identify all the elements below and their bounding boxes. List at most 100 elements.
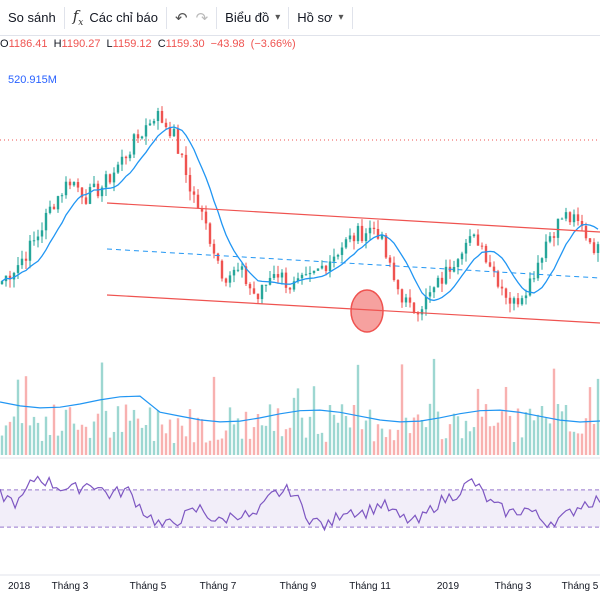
volume-bar xyxy=(464,420,468,455)
candle-body xyxy=(504,288,508,298)
indicators-button[interactable]: fx Các chỉ báo xyxy=(65,0,166,36)
chart-menu-button[interactable]: Biểu đồ ▾ xyxy=(217,0,288,36)
volume-bar xyxy=(152,440,156,455)
volume-bar xyxy=(276,408,280,455)
volume-bar xyxy=(252,427,256,455)
candle-body xyxy=(116,164,120,173)
candle-body xyxy=(284,272,288,288)
rsi-band xyxy=(0,489,600,528)
redo-button[interactable]: ↷ xyxy=(196,0,217,36)
volume-bar xyxy=(448,424,452,455)
candle-body xyxy=(572,214,576,223)
candle-body xyxy=(384,235,388,258)
candle-body xyxy=(100,187,104,197)
volume-bar xyxy=(336,422,340,455)
volume-bar xyxy=(8,421,12,455)
candle-body xyxy=(160,110,164,123)
volume-bar xyxy=(72,423,76,455)
candle-body xyxy=(124,156,128,159)
candle-body xyxy=(452,267,456,272)
volume-bar xyxy=(484,404,488,455)
volume-bar xyxy=(524,412,528,455)
volume-bar xyxy=(228,407,232,455)
volume-bar xyxy=(64,409,68,455)
candle-body xyxy=(308,272,312,275)
candle-body xyxy=(472,234,476,237)
volume-bar xyxy=(420,419,424,455)
volume-bar xyxy=(384,437,388,455)
compare-label: So sánh xyxy=(8,10,56,25)
candle-body xyxy=(156,110,160,122)
volume-bar xyxy=(356,364,360,455)
volume-bar xyxy=(548,423,552,455)
volume-bar xyxy=(520,437,524,455)
x-tick-label: Tháng 5 xyxy=(561,581,599,592)
volume-bar xyxy=(60,430,64,455)
candle-body xyxy=(224,278,228,283)
volume-bar xyxy=(352,405,356,455)
candle-body xyxy=(108,174,112,183)
candle-body xyxy=(260,284,264,300)
function-icon: fx xyxy=(72,7,84,28)
volume-bar xyxy=(68,407,72,455)
volume-bar xyxy=(572,431,576,455)
volume-bar xyxy=(440,439,444,455)
candle-body xyxy=(188,175,192,192)
circle-annotation xyxy=(350,289,384,333)
toolbar: So sánh fx Các chỉ báo ↶ ↷ Biểu đồ ▾ Hồ … xyxy=(0,0,600,36)
candle-body xyxy=(380,235,384,239)
volume-bar xyxy=(120,431,124,455)
candle-body xyxy=(584,225,588,239)
volume-bar xyxy=(92,421,96,455)
volume-bar xyxy=(16,379,20,455)
candle-body xyxy=(0,281,4,285)
high-value: 1190.27 xyxy=(61,38,101,50)
candle-body xyxy=(360,225,364,242)
volume-bar xyxy=(344,416,348,455)
candle-body xyxy=(320,265,324,269)
volume-bar xyxy=(596,378,600,455)
volume-bar xyxy=(412,417,416,455)
close-label: C xyxy=(157,38,166,50)
candle-body xyxy=(184,154,188,176)
profile-menu-label: Hồ sơ xyxy=(297,10,333,25)
profile-menu-button[interactable]: Hồ sơ ▾ xyxy=(289,0,351,36)
candle-body xyxy=(424,296,428,310)
x-tick-label: Tháng 7 xyxy=(199,581,237,592)
candle-body xyxy=(480,245,484,247)
volume-bar xyxy=(184,436,188,455)
volume-bar xyxy=(416,414,420,455)
volume-bar xyxy=(388,429,392,455)
volume-bar xyxy=(456,416,460,455)
indicators-label: Các chỉ báo xyxy=(89,10,158,25)
volume-bar xyxy=(160,424,164,455)
compare-button[interactable]: So sánh xyxy=(0,0,64,36)
candle-body xyxy=(20,258,24,266)
open-label: O xyxy=(0,38,9,50)
volume-bar xyxy=(272,430,276,455)
candle-body xyxy=(576,214,580,222)
candle-body xyxy=(208,223,212,244)
candle-body xyxy=(556,218,560,238)
volume-bar xyxy=(576,433,580,455)
candle-body xyxy=(372,227,376,229)
volume-bar xyxy=(560,411,564,455)
volume-bar xyxy=(112,431,116,455)
candle-body xyxy=(508,297,512,304)
volume-bar xyxy=(340,404,344,455)
volume-bar xyxy=(4,425,8,455)
volume-bar xyxy=(528,408,532,455)
candle-body xyxy=(468,236,472,243)
candle-body xyxy=(176,128,180,154)
candle-body xyxy=(540,258,544,263)
x-tick-label: Tháng 5 xyxy=(129,581,167,592)
volume-bar xyxy=(176,418,180,455)
volume-bar xyxy=(404,417,408,455)
candle-body xyxy=(172,128,176,137)
candle-body xyxy=(336,254,340,257)
toolbar-divider xyxy=(166,6,167,29)
undo-button[interactable]: ↶ xyxy=(167,0,196,36)
candle-body xyxy=(484,245,488,263)
volume-bar xyxy=(376,424,380,455)
